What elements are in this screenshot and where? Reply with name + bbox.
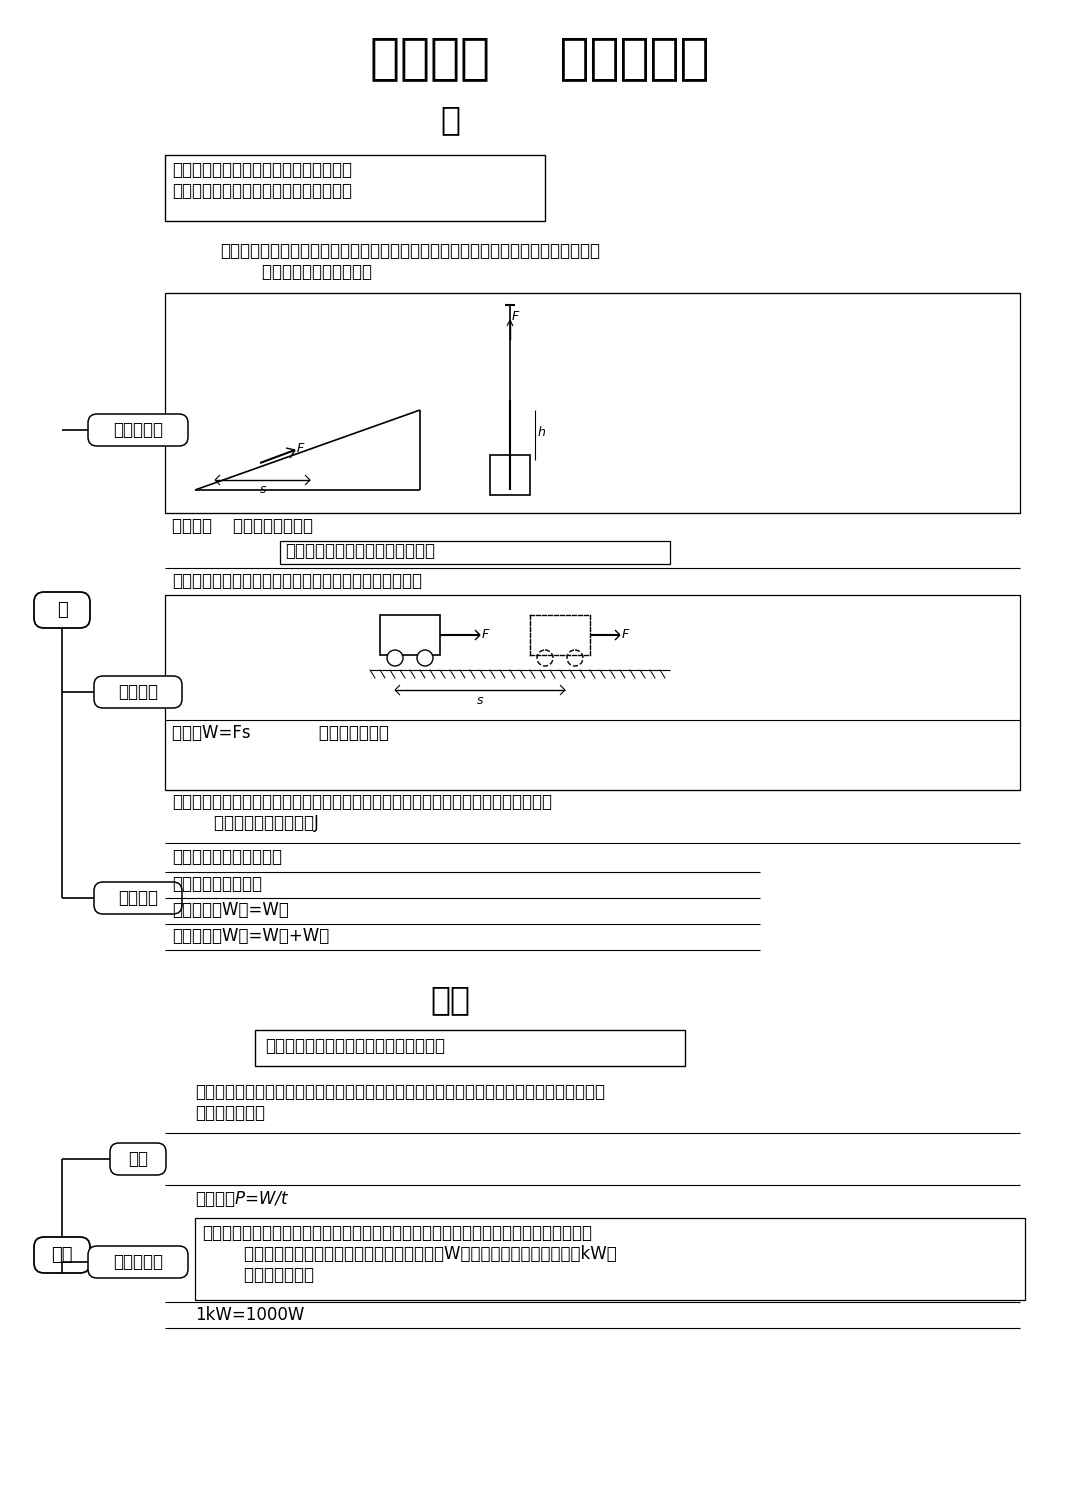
Text: 表达式：P=W/t: 表达式：P=W/t <box>195 1191 287 1207</box>
FancyBboxPatch shape <box>33 592 90 629</box>
Text: 必备因素    作用在物体上的力: 必备因素 作用在物体上的力 <box>172 517 313 535</box>
FancyBboxPatch shape <box>94 882 183 914</box>
Text: 单位：在国际制单位中，功的单位是焦耳，时间的单位是秒，则功率的单位是焦耳每秒，
        它有个专门的名称叫做瓦特，简称瓦，符号是W。工程技术上还常用千瓦: 单位：在国际制单位中，功的单位是焦耳，时间的单位是秒，则功率的单位是焦耳每秒， … <box>202 1224 617 1284</box>
Text: F: F <box>482 629 489 641</box>
Text: s: s <box>476 694 483 707</box>
Text: 功率: 功率 <box>51 1247 72 1265</box>
Text: 定义：通常而言，如果一个力作用在物体上，物体在这个力的方向上移动了一段距离，
        就说这个力对物体做了功: 定义：通常而言，如果一个力作用在物体上，物体在这个力的方向上移动了一段距离， 就… <box>220 242 600 281</box>
FancyBboxPatch shape <box>165 595 1020 790</box>
FancyBboxPatch shape <box>195 1218 1025 1299</box>
FancyBboxPatch shape <box>94 675 183 709</box>
Text: 原理：任何机械都不省功: 原理：任何机械都不省功 <box>172 848 282 866</box>
Text: 单位：在国际单位制中，力的单位是牛，距离的单位是米，则功的单位是牛米，也就是
        焦耳，简称焦，符号是J: 单位：在国际单位制中，力的单位是牛，距离的单位是米，则功的单位是牛米，也就是 焦… <box>172 793 552 831</box>
Text: 做功的快慢与做功多少和做功的时间有关: 做功的快慢与做功多少和做功的时间有关 <box>265 1037 445 1055</box>
Text: F: F <box>622 629 630 641</box>
FancyBboxPatch shape <box>255 1031 685 1065</box>
FancyBboxPatch shape <box>110 1142 166 1176</box>
Text: 功率: 功率 <box>430 984 470 1017</box>
Text: 定义: 定义 <box>129 1150 148 1168</box>
Text: 功率的计算: 功率的计算 <box>113 1253 163 1271</box>
Text: 理想机械：W总=W有: 理想机械：W总=W有 <box>172 901 288 919</box>
Circle shape <box>537 650 553 666</box>
FancyBboxPatch shape <box>490 455 530 496</box>
FancyBboxPatch shape <box>280 541 670 564</box>
Text: 公式：W=Fs             推力对小车做功: 公式：W=Fs 推力对小车做功 <box>172 724 389 742</box>
FancyBboxPatch shape <box>380 615 440 654</box>
Text: 在物理学中，用功率表示做功的快慢。功与做功所用时间之比叫做功率，它在数值上等于单位
时间内所做的功: 在物理学中，用功率表示做功的快慢。功与做功所用时间之比叫做功率，它在数值上等于单… <box>195 1083 605 1121</box>
Text: 物体在这个力的方向上移动的距离: 物体在这个力的方向上移动的距离 <box>285 542 435 561</box>
Text: 力学中的功: 力学中的功 <box>113 422 163 440</box>
Circle shape <box>567 650 583 666</box>
Text: 适用范围：所有机械: 适用范围：所有机械 <box>172 875 262 893</box>
FancyBboxPatch shape <box>165 156 545 221</box>
FancyBboxPatch shape <box>165 293 1020 514</box>
Text: 功: 功 <box>440 103 460 136</box>
Text: s: s <box>260 484 267 496</box>
Text: 功的原理: 功的原理 <box>118 888 158 907</box>
Text: 功: 功 <box>56 601 67 620</box>
FancyBboxPatch shape <box>33 1238 90 1272</box>
Text: 实际机械：W总=W有+W额: 实际机械：W总=W有+W额 <box>172 928 329 944</box>
Text: F: F <box>512 310 519 323</box>
FancyBboxPatch shape <box>87 414 188 446</box>
Text: h: h <box>538 426 545 438</box>
Text: F: F <box>297 443 305 455</box>
Text: 第十一章    功和机械能: 第十一章 功和机械能 <box>370 35 710 82</box>
Text: 作用在物体上的力越大、物体在力的方向
上移动的距离越大，力所做的功也就越多: 作用在物体上的力越大、物体在力的方向 上移动的距离越大，力所做的功也就越多 <box>172 162 352 199</box>
Circle shape <box>387 650 403 666</box>
Text: 1kW=1000W: 1kW=1000W <box>195 1306 305 1324</box>
Text: 力学中，功等于力与物体在力的方向上移动的距离的乘积: 力学中，功等于力与物体在力的方向上移动的距离的乘积 <box>172 573 422 589</box>
Text: 功的计算: 功的计算 <box>118 683 158 701</box>
Circle shape <box>417 650 433 666</box>
FancyBboxPatch shape <box>87 1247 188 1278</box>
